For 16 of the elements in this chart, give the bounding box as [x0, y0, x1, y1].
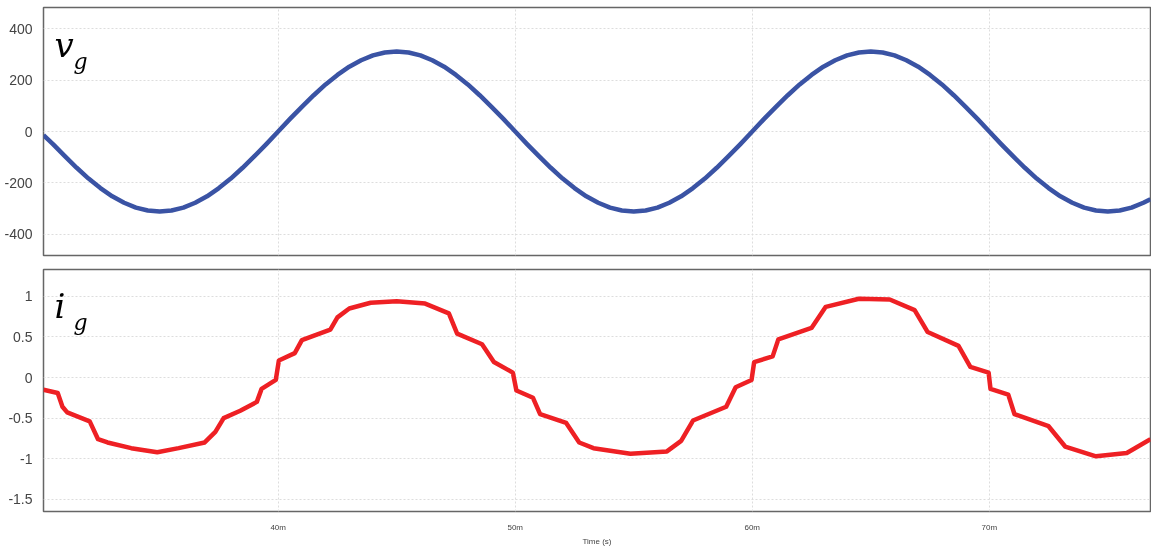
y-tick-label: -400: [4, 226, 33, 243]
y-tick-label: -200: [4, 174, 33, 191]
x-tick-label: 50m: [507, 522, 524, 532]
x-axis-title: Time (s): [582, 536, 612, 546]
y-tick-label: 200: [9, 72, 33, 89]
x-tick-label: 40m: [270, 522, 287, 532]
y-tick-label: -1.5: [8, 491, 33, 508]
y-tick-label: -1: [20, 450, 33, 467]
x-tick-label: 60m: [744, 522, 761, 532]
y-tick-label: 400: [9, 20, 33, 37]
y-tick-label: 1: [24, 288, 33, 305]
y-tick-label: -0.5: [8, 410, 33, 427]
y-tick-label: 0: [24, 123, 33, 140]
y-tick-label: 0: [24, 369, 33, 386]
x-tick-label: 70m: [981, 522, 998, 532]
y-tick-label: 0.5: [13, 328, 33, 345]
